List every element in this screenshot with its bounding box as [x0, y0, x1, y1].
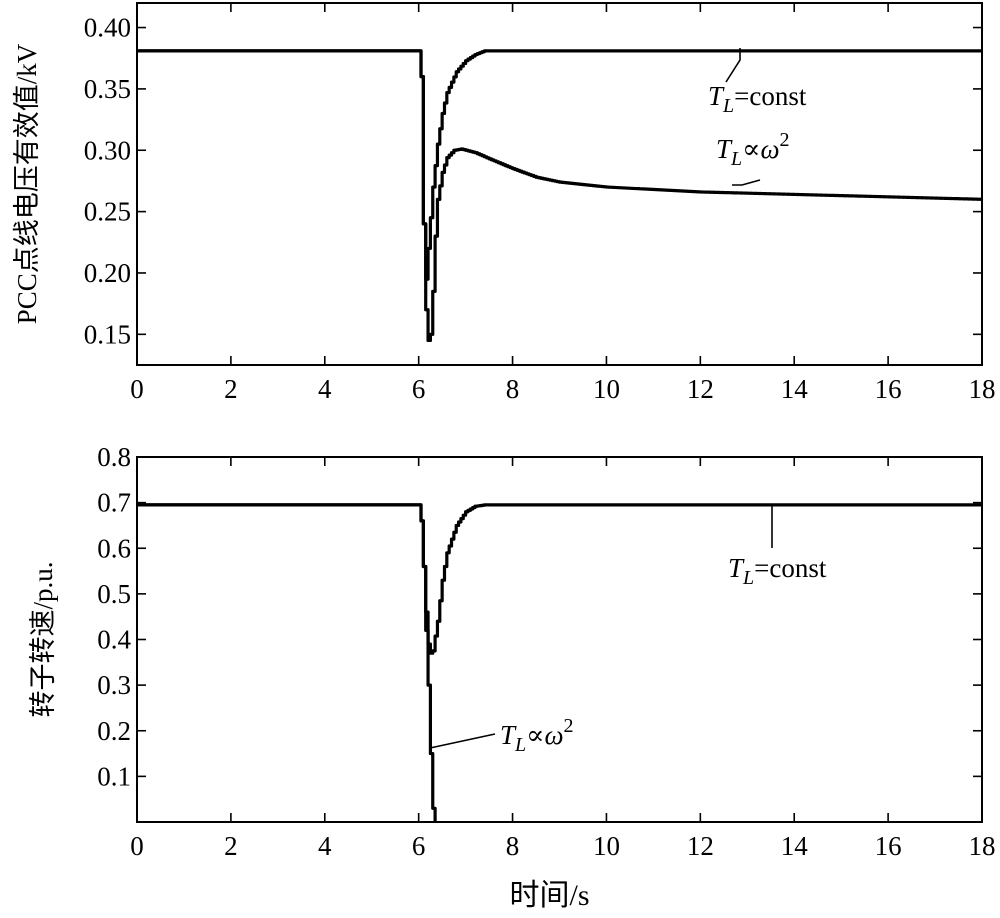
- y-tick-label: 0.35: [84, 74, 131, 104]
- plot-frame: [136, 2, 983, 366]
- annotation-leader-line: [725, 48, 741, 83]
- y-tick-label: 0.1: [97, 761, 131, 791]
- x-tick-label: 16: [875, 831, 902, 861]
- series-line-tl-const: [137, 49, 982, 281]
- x-tick-label: 18: [969, 831, 996, 861]
- y-tick-label: 0.6: [97, 533, 131, 563]
- y-tick-label: 0.7: [97, 488, 131, 518]
- x-tick-label: 10: [593, 831, 620, 861]
- annotation-tl-omega-squared: TL∝ω2: [716, 129, 790, 170]
- x-tick-label: 6: [412, 831, 426, 861]
- series-line-tl-const: [137, 503, 982, 655]
- x-tick-label: 2: [224, 831, 238, 861]
- x-tick-label: 4: [318, 831, 332, 861]
- chart-rotor-speed: 0 2 4 6 8 10 12 14 16 18 0.1 0.2 0.3 0.4 0.5 0.6 0.7 0.8 转…: [28, 442, 996, 912]
- x-tick-label: 0: [130, 374, 144, 404]
- plot-frame: [136, 456, 983, 823]
- x-tick-label: 0: [130, 831, 144, 861]
- x-tick-label: 12: [687, 831, 714, 861]
- x-tick-label: 16: [875, 374, 902, 404]
- y-tick-label: 0.2: [97, 716, 131, 746]
- y-tick-label: 0.20: [84, 258, 131, 288]
- x-tick-label: 2: [224, 374, 238, 404]
- annotation-tl-const: TL=const: [728, 553, 827, 589]
- x-tick-label: 14: [781, 374, 809, 404]
- x-axis-label: 时间/s: [509, 879, 589, 912]
- annotation-leader-line: [429, 733, 496, 749]
- y-tick-label: 0.30: [84, 135, 131, 165]
- y-axis-label: 转子转速/p.u.: [28, 561, 58, 717]
- x-tick-label: 10: [593, 374, 620, 404]
- series-line-tl-omega-squared: [137, 503, 437, 822]
- annotation-leader-line: [732, 179, 761, 186]
- annotation-tl-const: TL=const: [708, 81, 807, 117]
- x-tick-label: 4: [318, 374, 332, 404]
- y-tick-label: 0.3: [97, 670, 131, 700]
- y-axis-label: PCC点线电压有效值/kV: [12, 43, 42, 324]
- x-tick-label: 8: [506, 374, 520, 404]
- x-tick-label: 8: [506, 831, 520, 861]
- y-tick-label: 0.40: [84, 13, 131, 43]
- y-tick-label: 0.5: [97, 579, 131, 609]
- x-tick-label: 6: [412, 374, 426, 404]
- y-tick-label: 0.15: [84, 319, 131, 349]
- y-tick-label: 0.8: [97, 442, 131, 472]
- y-tick-label: 0.4: [97, 625, 131, 655]
- x-tick-label: 18: [969, 374, 996, 404]
- chart-pcc-voltage: 0 2 4 6 8 10 12 14 16 18 0.15 0.20 0.25 0.30 0.35 0.40 P…: [12, 2, 996, 404]
- x-tick-label: 14: [781, 831, 809, 861]
- y-tick-label: 0.25: [84, 197, 131, 227]
- series-line-tl-omega-squared: [137, 49, 982, 343]
- x-tick-label: 12: [687, 374, 714, 404]
- annotation-tl-omega-squared: TL∝ω2: [500, 715, 574, 756]
